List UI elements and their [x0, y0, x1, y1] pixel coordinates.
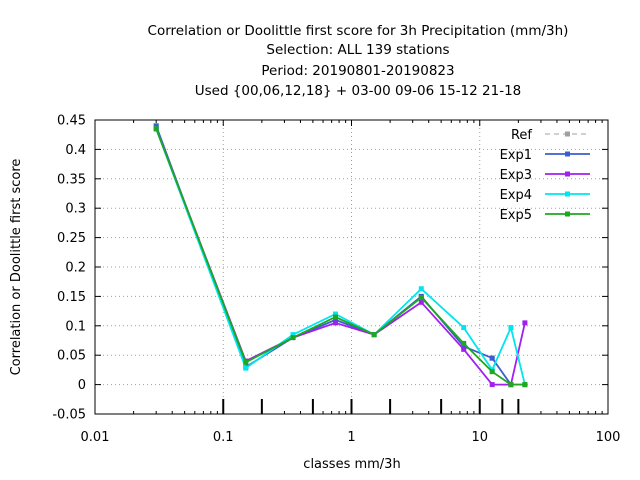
data-point-exp4 — [243, 365, 249, 371]
data-point-exp3 — [522, 320, 528, 326]
chart-title-line-2: Selection: ALL 139 stations — [266, 42, 449, 58]
data-point-exp4 — [461, 325, 467, 331]
data-point-exp1 — [461, 343, 467, 349]
y-axis-ticks: -0.05 0 0.05 0.1 0.15 0.2 0.25 0.3 0.35 0.4 0.45 — [52, 114, 608, 423]
data-point-exp3 — [489, 382, 495, 388]
x-tick-label: 0.1 — [213, 430, 234, 445]
data-point-exp5 — [461, 340, 467, 346]
y-tick-label: 0.3 — [65, 202, 86, 217]
data-point-exp4 — [508, 325, 514, 331]
legend: Ref Exp1 Exp3 Exp4 Exp5 — [500, 128, 590, 223]
series-line-exp4 — [155, 128, 526, 385]
y-tick-label: 0.35 — [57, 172, 86, 187]
data-point-exp5 — [508, 382, 514, 388]
data-point-exp1 — [153, 123, 159, 129]
data-point-exp1 — [332, 317, 338, 323]
legend-label-ref: Ref — [511, 128, 532, 143]
legend-marker-exp5 — [565, 211, 570, 217]
data-point-exp3 — [332, 320, 338, 326]
y-tick-label: 0.1 — [65, 319, 86, 334]
series-line-exp5 — [155, 128, 525, 386]
chart-title-line-4: Used {00,06,12,18} + 03-00 09-06 15-12 2… — [195, 83, 522, 99]
data-point-exp3 — [418, 299, 424, 305]
legend-marker-exp1 — [565, 151, 570, 157]
chart-title-line-3: Period: 20190801-20190823 — [261, 63, 454, 79]
legend-marker-exp4 — [565, 191, 570, 197]
y-tick-label: 0.4 — [65, 143, 86, 158]
x-axis-label: classes mm/3h — [303, 457, 400, 472]
series-line-exp1 — [155, 125, 525, 386]
grid-lines — [95, 120, 608, 414]
data-point-exp5 — [489, 369, 495, 375]
data-point-exp5 — [290, 335, 296, 341]
legend-marker-exp3 — [565, 171, 570, 177]
x-tick-label: 1 — [347, 430, 355, 445]
y-tick-label: 0.05 — [57, 349, 86, 364]
y-tick-label: 0.25 — [57, 231, 86, 246]
legend-marker-ref — [565, 131, 570, 137]
y-tick-label: 0.2 — [65, 261, 86, 276]
data-point-exp1 — [489, 355, 495, 361]
chart-title-block: Correlation or Doolittle first score for… — [148, 23, 569, 99]
y-tick-label: 0.15 — [57, 290, 86, 305]
chart-title-line-1: Correlation or Doolittle first score for… — [148, 23, 569, 39]
y-tick-label: 0.45 — [57, 114, 86, 129]
x-tick-label: 0.01 — [81, 430, 110, 445]
y-tick-label: -0.05 — [52, 408, 86, 423]
legend-label-exp3: Exp3 — [500, 168, 532, 183]
data-point-exp5 — [418, 295, 424, 301]
x-axis-ticks: 0.01 0.1 1 10 100 — [81, 120, 621, 445]
legend-label-exp5: Exp5 — [500, 208, 532, 223]
y-axis-label: Correlation or Doolittle first score — [9, 159, 24, 376]
x-tick-label: 100 — [596, 430, 621, 445]
series-line-ref — [155, 125, 525, 386]
legend-label-exp4: Exp4 — [500, 188, 532, 203]
data-point-exp4 — [290, 332, 296, 338]
data-point-exp5 — [371, 332, 377, 338]
data-point-exp3 — [461, 346, 467, 352]
data-point-exp5 — [243, 359, 249, 365]
series-line-exp3 — [155, 128, 526, 386]
data-point-exp5 — [522, 382, 528, 388]
legend-label-exp1: Exp1 — [500, 148, 532, 163]
series-layer — [153, 123, 528, 388]
data-point-exp5 — [153, 126, 159, 132]
y-tick-label: 0 — [78, 378, 86, 393]
x-tick-label: 10 — [471, 430, 488, 445]
data-point-exp5 — [332, 314, 338, 320]
data-point-exp4 — [418, 286, 424, 292]
data-point-exp4 — [332, 311, 338, 317]
